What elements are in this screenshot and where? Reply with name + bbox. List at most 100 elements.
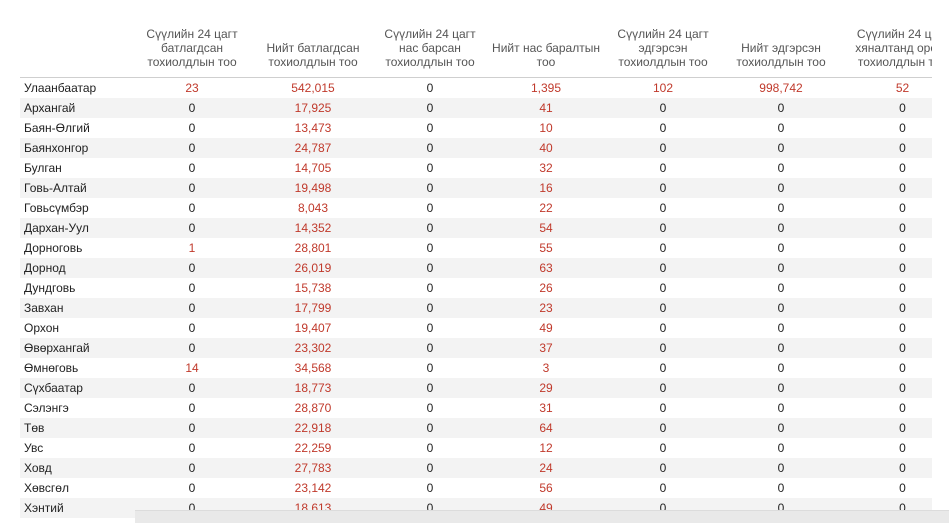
table-cell: 0 [188,161,196,175]
header-new-confirmed-24h[interactable]: Сүүлийн 24 цагт батлагдсан тохиолдлын то… [130,0,254,78]
table-cell: 0 [659,281,667,295]
table-cell: 32 [539,161,553,175]
header-region[interactable] [20,0,130,78]
table-cell: 22,259 [294,441,332,455]
table-row: Ховд 0 27,783 0 24 0 0 0 [20,458,949,478]
table-cell: 0 [840,138,949,158]
table-row: Дорноговь 1 28,801 0 55 0 0 0 [20,238,949,258]
table-cell: 0 [604,138,722,158]
table-cell: 29 [488,378,604,398]
table-cell: 12 [539,441,553,455]
table-cell: 0 [130,418,254,438]
region-name: Булган [24,161,62,175]
region-name: Говьсүмбэр [24,201,89,215]
table-row: Увс 0 22,259 0 12 0 0 0 [20,438,949,458]
table-cell: 13,473 [294,121,332,135]
table-cell: 0 [372,298,488,318]
table-cell: 0 [899,441,906,455]
header-new-recovered-24h[interactable]: Сүүлийн 24 цагт эдгэрсэн тохиолдлын тоо [604,0,722,78]
region-name: Сэлэнгэ [24,401,69,415]
table-cell: 0 [659,481,667,495]
table-cell: 0 [372,258,488,278]
header-new-monitored-24h[interactable]: Сүүлийн 24 цагт хяналтанд орсон тохиолдл… [840,0,949,78]
header-total-recovered[interactable]: Нийт эдгэрсэн тохиолдлын тоо [722,0,840,78]
table-cell: 52 [895,81,910,95]
table-cell: 0 [777,401,785,415]
table-cell: 26,019 [254,258,372,278]
table-cell: 0 [604,298,722,318]
table-cell: 56 [539,481,553,495]
table-cell: 19,407 [294,321,332,335]
table-row: Архангай 0 17,925 0 41 0 0 0 [20,98,949,118]
region-name: Дархан-Уул [20,218,130,238]
table-cell: 18,773 [254,378,372,398]
table-cell: 14,705 [294,161,332,175]
table-cell: 0 [722,418,840,438]
table-cell: 0 [426,81,434,95]
header-new-deaths-24h[interactable]: Сүүлийн 24 цагт нас барсан тохиолдлын то… [372,0,488,78]
table-cell: 0 [188,481,196,495]
region-name: Дорнод [20,258,130,278]
table-row: Говьсүмбэр 0 8,043 0 22 0 0 0 [20,198,949,218]
table-cell: 27,783 [254,458,372,478]
table-cell: 0 [604,418,722,438]
table-cell: 0 [604,98,722,118]
table-cell: 49 [539,321,553,335]
table-cell: 14 [185,361,199,375]
table-cell: 22,918 [254,418,372,438]
table-cell: 0 [188,441,196,455]
table-cell: 0 [130,98,254,118]
table-cell: 0 [426,281,434,295]
table-cell: 0 [840,378,949,398]
table-cell: 998,742 [759,81,803,95]
table-cell: 0 [372,458,488,478]
region-name: Орхон [24,321,60,335]
table-cell: 0 [899,281,906,295]
table-cell: 0 [604,378,722,398]
table-cell: 0 [426,241,434,255]
table-cell: 0 [777,201,785,215]
table-row: Сүхбаатар 0 18,773 0 29 0 0 0 [20,378,949,398]
table-row: Улаанбаатар 23 542,015 0 1,395 102 998,742 52 [20,78,949,99]
table-cell: 0 [372,378,488,398]
table-cell: 0 [840,338,949,358]
table-cell: 0 [372,418,488,438]
header-total-deaths[interactable]: Нийт нас баралтын тоо [488,0,604,78]
table-row: Өвөрхангай 0 23,302 0 37 0 0 0 [20,338,949,358]
table-cell: 0 [130,138,254,158]
table-cell: 1,395 [530,81,562,95]
table-cell: 0 [777,481,785,495]
table-cell: 0 [604,458,722,478]
table-row: Дорнод 0 26,019 0 63 0 0 0 [20,258,949,278]
table-cell: 0 [188,201,196,215]
table-cell: 0 [188,281,196,295]
table-cell: 0 [659,121,667,135]
table-cell: 19,498 [254,178,372,198]
table-cell: 14,352 [254,218,372,238]
table-cell: 23,142 [294,481,332,495]
table-row: Завхан 0 17,799 0 23 0 0 0 [20,298,949,318]
header-total-confirmed[interactable]: Нийт батлагдсан тохиолдлын тоо [254,0,372,78]
table-cell: 28,870 [294,401,332,415]
table-cell: 17,925 [254,98,372,118]
table-cell: 0 [659,241,667,255]
table-cell: 28,801 [294,241,332,255]
table-cell: 26 [539,281,553,295]
table-cell: 0 [372,178,488,198]
table-row: Төв 0 22,918 0 64 0 0 0 [20,418,949,438]
table-cell: 0 [777,161,785,175]
table-cell: 0 [899,121,906,135]
horizontal-scrollbar[interactable] [135,510,949,523]
table-row: Сэлэнгэ 0 28,870 0 31 0 0 0 [20,398,949,418]
table-cell: 24 [488,458,604,478]
table-cell: 0 [372,98,488,118]
table-cell: 0 [372,338,488,358]
table-cell: 0 [899,201,906,215]
table-cell: 0 [426,441,434,455]
table-row: Хөвсгөл 0 23,142 0 56 0 0 0 [20,478,949,498]
table-cell: 0 [130,338,254,358]
table-cell: 0 [426,481,434,495]
table-cell: 0 [659,321,667,335]
table-row: Өмнөговь 14 34,568 0 3 0 0 0 [20,358,949,378]
table-cell: 0 [659,401,667,415]
